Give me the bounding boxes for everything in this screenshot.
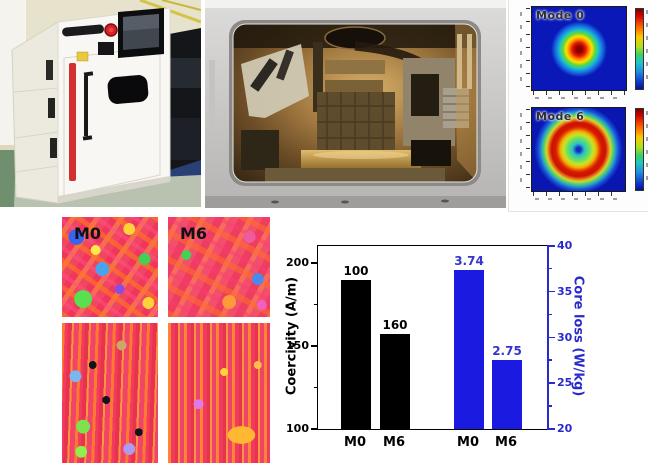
micrograph-m0-bottom bbox=[62, 323, 158, 463]
right-axis-tick bbox=[549, 245, 555, 247]
right-axis-tick bbox=[549, 382, 555, 384]
mode0-label: Mode 0 bbox=[536, 9, 585, 22]
bar-coercivity-m0 bbox=[341, 279, 371, 429]
warning-sticker bbox=[76, 51, 89, 62]
micrograph-m0-top bbox=[62, 217, 158, 317]
right-axis-tick-label: 40 bbox=[557, 239, 573, 252]
left-axis-tick bbox=[311, 345, 317, 347]
category-label: M6 bbox=[495, 435, 517, 450]
right-axis-tick bbox=[549, 290, 555, 293]
left-axis-tick bbox=[311, 262, 317, 264]
left-axis-tick bbox=[311, 428, 317, 430]
left-axis-tick bbox=[314, 386, 317, 389]
door-handle bbox=[84, 76, 88, 136]
left-axis-tick-label: 150 bbox=[286, 339, 309, 352]
category-label: M0 bbox=[457, 435, 479, 450]
right-axis-tick-label: 20 bbox=[557, 422, 573, 435]
printer-top-handle bbox=[62, 24, 104, 37]
build-chamber-photo bbox=[205, 0, 506, 208]
bar-chart-frame: 100 160 3.74 2.75 bbox=[317, 245, 549, 430]
right-axis-title: Core loss (W/kg) bbox=[570, 275, 586, 397]
right-axis-tick-label: 25 bbox=[557, 376, 573, 390]
micrograph-m6-top bbox=[168, 217, 270, 317]
category-label: M6 bbox=[383, 435, 405, 450]
right-axis-tick bbox=[549, 267, 552, 270]
bar-core-loss-m6 bbox=[492, 360, 522, 429]
right-axis-tick-label: 35 bbox=[557, 284, 573, 298]
left-axis-tick-label: 100 bbox=[286, 422, 309, 435]
beam-profile-panel: Mode 0 Mode 6 bbox=[508, 0, 648, 212]
right-axis-tick bbox=[549, 405, 552, 407]
left-axis-title: Coercivity (A/m) bbox=[284, 276, 300, 396]
right-axis-tick bbox=[549, 359, 552, 361]
coercivity-coreloss-bar-chart: 100 160 3.74 2.75 Coercivity (A/m) Core los… bbox=[278, 233, 594, 465]
colorbar-mode0 bbox=[635, 8, 644, 90]
red-door-stripe bbox=[69, 63, 76, 181]
bar-core-loss-m0 bbox=[454, 269, 484, 429]
right-axis-tick bbox=[549, 336, 555, 339]
bar-coercivity-m6 bbox=[380, 334, 410, 429]
mode6-label: Mode 6 bbox=[536, 110, 585, 123]
colorbar-mode6 bbox=[635, 108, 644, 191]
left-axis-tick bbox=[314, 303, 317, 306]
right-axis-tick bbox=[549, 313, 552, 316]
micrograph-m6-bottom bbox=[168, 323, 270, 463]
beam-heatmap-mode0 bbox=[531, 6, 627, 91]
beam-heatmap-mode6 bbox=[531, 107, 626, 192]
door-window bbox=[107, 75, 149, 104]
bar-value-label: 3.74 bbox=[454, 253, 484, 268]
bar-value-label: 160 bbox=[382, 318, 408, 333]
micrograph-label-m6: M6 bbox=[180, 224, 208, 243]
right-axis-tick bbox=[549, 428, 555, 430]
right-axis-tick-label: 30 bbox=[557, 330, 573, 344]
micrograph-label-m0: M0 bbox=[74, 224, 102, 243]
right-axis-line bbox=[547, 245, 549, 430]
chamber-interior bbox=[233, 24, 477, 182]
category-label: M0 bbox=[344, 435, 366, 450]
left-axis-tick-label: 200 bbox=[286, 256, 309, 269]
bar-value-label: 2.75 bbox=[492, 344, 522, 359]
bar-value-label: 100 bbox=[343, 263, 369, 278]
lpbf-printer-photo bbox=[0, 0, 201, 207]
